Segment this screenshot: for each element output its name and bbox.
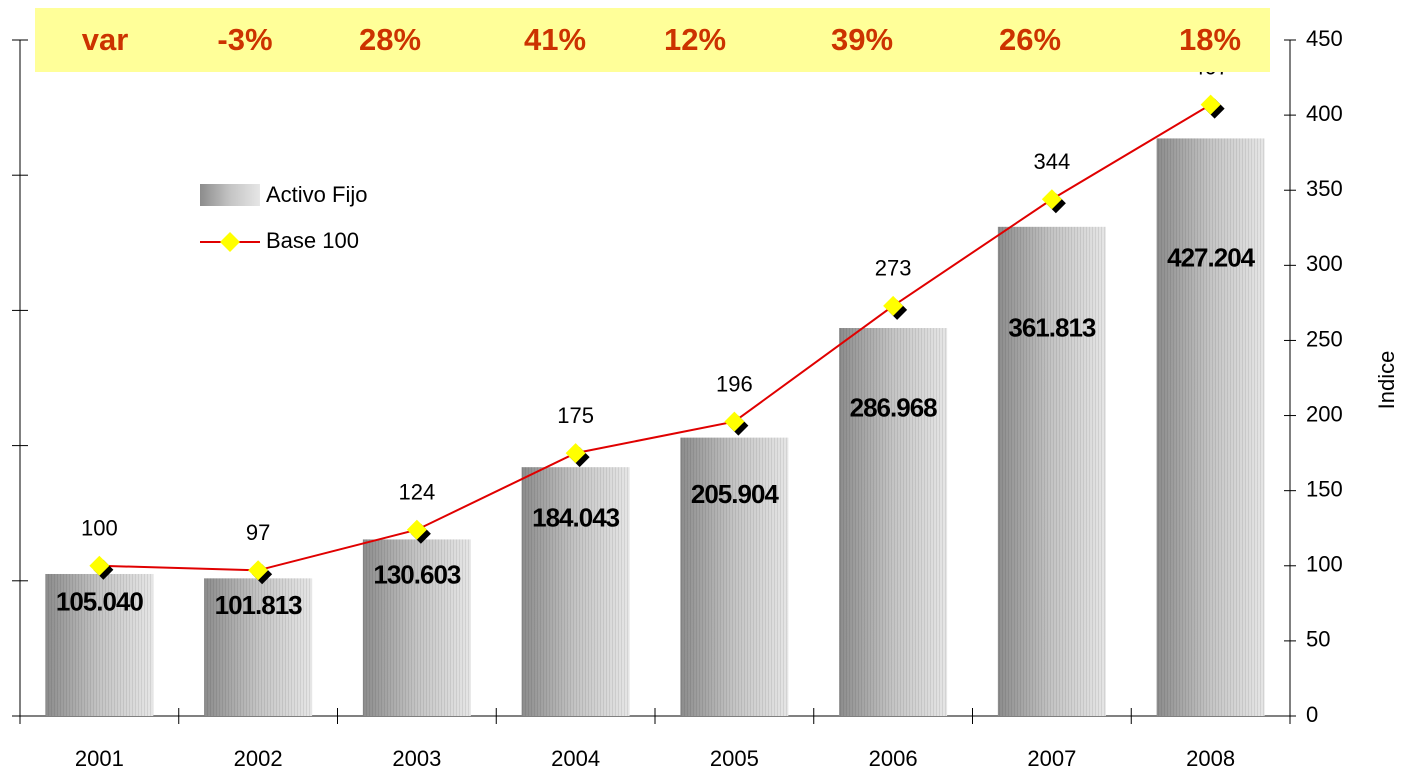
x-tick-label: 2002: [234, 746, 283, 771]
annotation-text: 26%: [999, 22, 1061, 57]
y2-tick-label: 300: [1306, 251, 1343, 276]
line-value-label: 100: [81, 516, 118, 541]
legend-label: Base 100: [266, 228, 359, 253]
marker: [883, 295, 904, 316]
bar-texture: [997, 226, 1106, 716]
x-tick-label: 2003: [392, 746, 441, 771]
y2-tick-label: 250: [1306, 326, 1343, 351]
annotation-text: 39%: [831, 22, 893, 57]
bar-value-label: 130.603: [373, 559, 461, 589]
bar-value-label: 101.813: [215, 590, 303, 620]
bar-value-label: 361.813: [1008, 312, 1096, 342]
marker: [1200, 94, 1221, 115]
bar-texture: [839, 328, 948, 716]
line-value-label: 344: [1034, 149, 1071, 174]
annotation-text: var: [82, 22, 129, 57]
marker: [724, 411, 745, 432]
bar-value-label: 184.043: [532, 502, 620, 532]
bar-texture: [521, 467, 630, 716]
marker: [89, 555, 110, 576]
y2-tick-label: 400: [1306, 101, 1343, 126]
line-value-label: 124: [399, 480, 436, 505]
bar-value-label: 286.968: [850, 392, 938, 422]
annotation-text: -3%: [217, 22, 272, 57]
y2-tick-label: 450: [1306, 26, 1343, 51]
bar-texture: [362, 539, 471, 716]
x-tick-label: 2005: [710, 746, 759, 771]
legend-swatch: [200, 184, 260, 206]
x-tick-label: 2001: [75, 746, 124, 771]
bar-value-label: 427.204: [1167, 243, 1256, 273]
marker: [248, 560, 269, 581]
y2-tick-label: 100: [1306, 552, 1343, 577]
bar-texture: [1156, 138, 1265, 717]
y2-axis-label: Indice: [1374, 351, 1399, 410]
x-tick-label: 2006: [869, 746, 918, 771]
marker: [406, 519, 427, 540]
bar-value-label: 105.040: [56, 587, 144, 617]
legend-marker: [220, 232, 240, 252]
line-value-label: 175: [557, 403, 594, 428]
bar-texture: [45, 573, 154, 716]
line: [99, 103, 1212, 572]
marker: [565, 443, 586, 464]
bar-texture: [204, 578, 313, 716]
x-tick-label: 2008: [1186, 746, 1235, 771]
bar-texture: [680, 437, 789, 716]
legend-label: Activo Fijo: [266, 182, 367, 207]
y2-tick-label: 200: [1306, 401, 1343, 426]
annotation-text: 41%: [524, 22, 586, 57]
annotation-text: 28%: [359, 22, 421, 57]
annotation-text: 12%: [664, 22, 726, 57]
y2-tick-label: 0: [1306, 702, 1318, 727]
y2-tick-label: 350: [1306, 176, 1343, 201]
line-value-label: 97: [246, 520, 270, 545]
annotation-text: 18%: [1179, 22, 1241, 57]
y2-tick-label: 150: [1306, 476, 1343, 501]
annotation-banner: [35, 8, 1270, 72]
line-value-label: 196: [716, 371, 753, 396]
x-tick-label: 2004: [551, 746, 600, 771]
x-tick-label: 2007: [1027, 746, 1076, 771]
bar-value-label: 205.904: [691, 479, 780, 509]
marker: [1041, 189, 1062, 210]
y2-tick-label: 50: [1306, 627, 1330, 652]
line-value-label: 273: [875, 256, 912, 281]
